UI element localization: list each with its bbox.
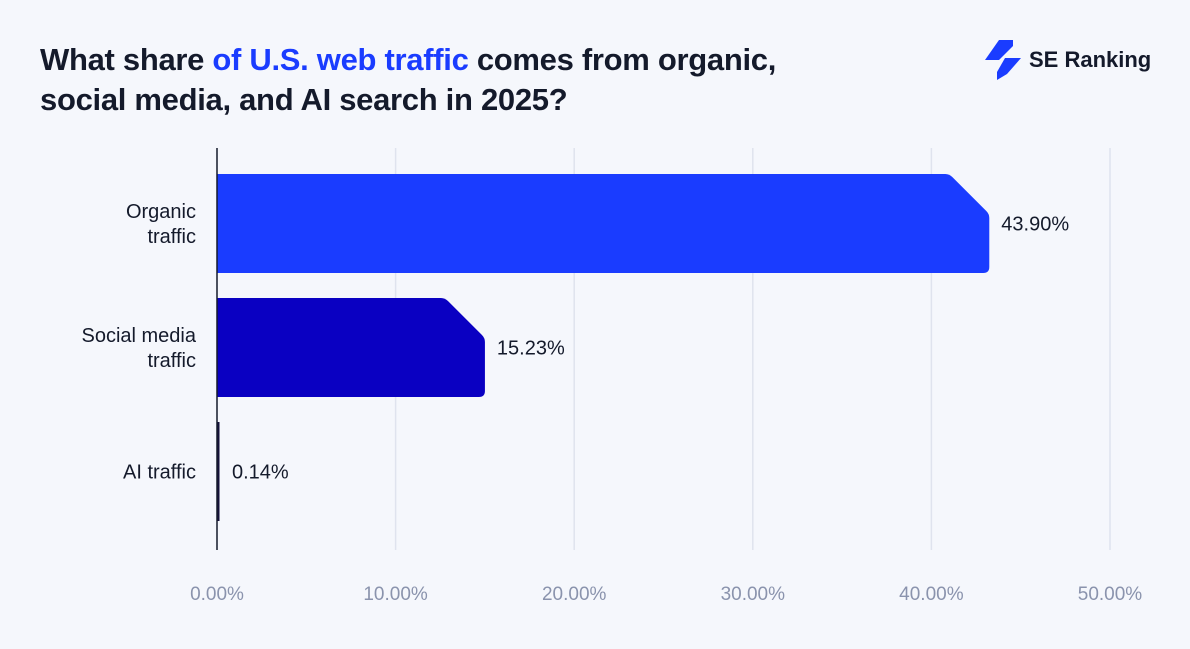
logo-text: SE Ranking <box>1029 47 1152 72</box>
category-label: traffic <box>147 350 196 372</box>
category-label: traffic <box>147 226 196 248</box>
x-tick-label: 0.00% <box>190 584 244 605</box>
se-ranking-logo: SE Ranking <box>985 40 1151 80</box>
category-label: AI traffic <box>123 462 196 484</box>
x-tick-label: 20.00% <box>542 584 607 605</box>
bar <box>217 422 220 521</box>
bar <box>217 174 990 273</box>
se-ranking-logo-icon <box>985 40 1021 80</box>
bar <box>217 298 485 397</box>
x-tick-label: 50.00% <box>1078 584 1143 605</box>
title-text: social media, and AI search in 2025? <box>40 82 568 117</box>
x-tick-label: 10.00% <box>363 584 428 605</box>
value-label: 0.14% <box>232 462 289 484</box>
title-highlight: of U.S. web traffic <box>212 42 469 77</box>
value-label: 15.23% <box>497 338 565 360</box>
category-label: Social media <box>81 325 196 347</box>
title-text: What share <box>40 42 213 77</box>
value-label: 43.90% <box>1001 214 1069 236</box>
x-tick-label: 30.00% <box>721 584 786 605</box>
x-tick-label: 40.00% <box>899 584 964 605</box>
category-label: Organic <box>126 201 196 223</box>
title-text: comes from organic, <box>468 42 777 77</box>
chart-title: What share of U.S. web traffic comes fro… <box>40 40 776 120</box>
